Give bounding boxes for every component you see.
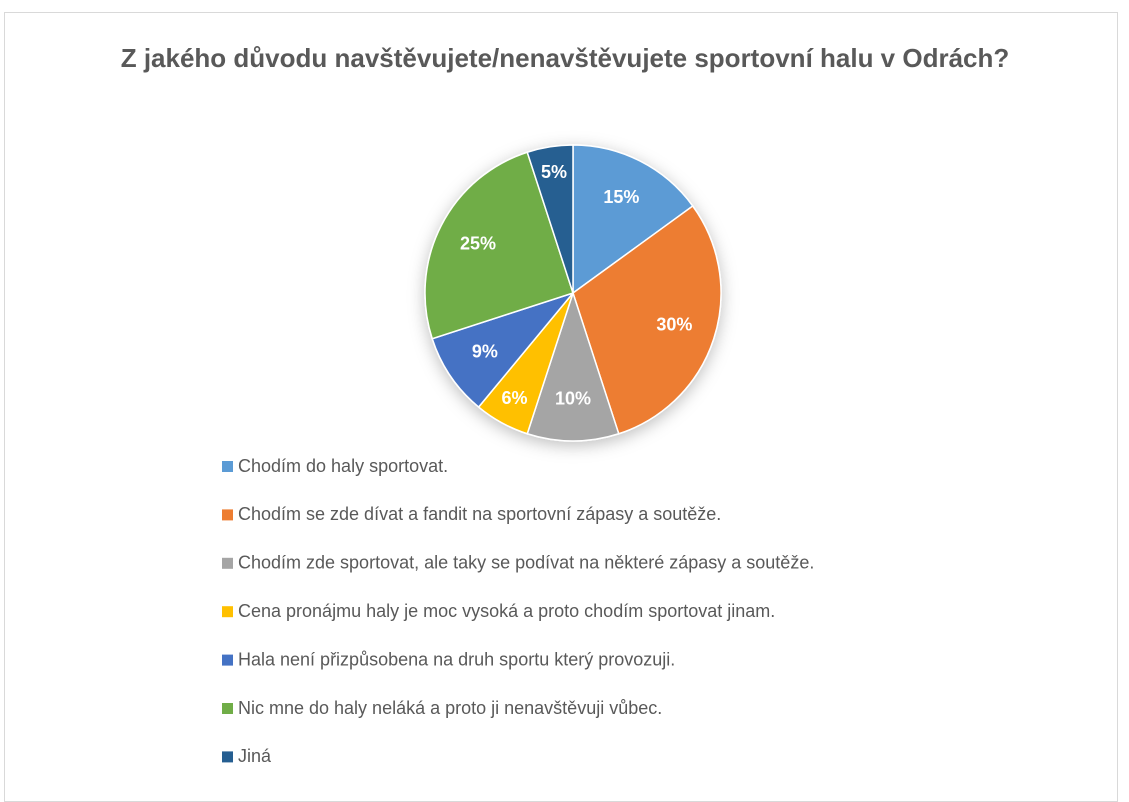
pie-slice xyxy=(424,151,574,340)
pie xyxy=(424,144,722,442)
legend-label: Chodím zde sportovat, ale taky se podíva… xyxy=(238,553,814,573)
pie-slice xyxy=(526,290,620,442)
data-label: 9% xyxy=(472,342,498,362)
pie-slice xyxy=(526,144,574,294)
data-label: 6% xyxy=(502,388,528,408)
legend-label: Chodím do haly sportovat. xyxy=(238,456,448,476)
legend-label: Jiná xyxy=(238,746,272,766)
pie-slice xyxy=(572,204,722,435)
data-label: 15% xyxy=(603,187,639,207)
legend-swatch xyxy=(222,509,233,521)
legend-label: Chodím se zde dívat a fandit na sportovn… xyxy=(238,504,721,524)
legend-swatch xyxy=(222,751,233,763)
legend-swatch xyxy=(222,606,233,618)
pie-slice xyxy=(431,291,576,409)
data-label: 5% xyxy=(541,162,567,182)
legend-label: Hala není přizpůsobena na druh sportu kt… xyxy=(238,649,675,669)
legend-label: Cena pronájmu haly je moc vysoká a proto… xyxy=(238,601,775,621)
data-label: 25% xyxy=(460,233,496,253)
pie-slice xyxy=(572,144,694,295)
chart-title: Z jakého důvodu navštěvujete/nenavštěvuj… xyxy=(120,43,1010,73)
legend-swatch xyxy=(222,654,233,666)
legend-label: Nic mne do haly neláká a proto ji nenavš… xyxy=(238,698,662,718)
data-label: 30% xyxy=(656,315,692,335)
data-label: 10% xyxy=(555,388,591,408)
legend-swatch xyxy=(222,703,233,714)
legend-swatch xyxy=(222,557,233,569)
legend-swatch xyxy=(222,461,233,472)
